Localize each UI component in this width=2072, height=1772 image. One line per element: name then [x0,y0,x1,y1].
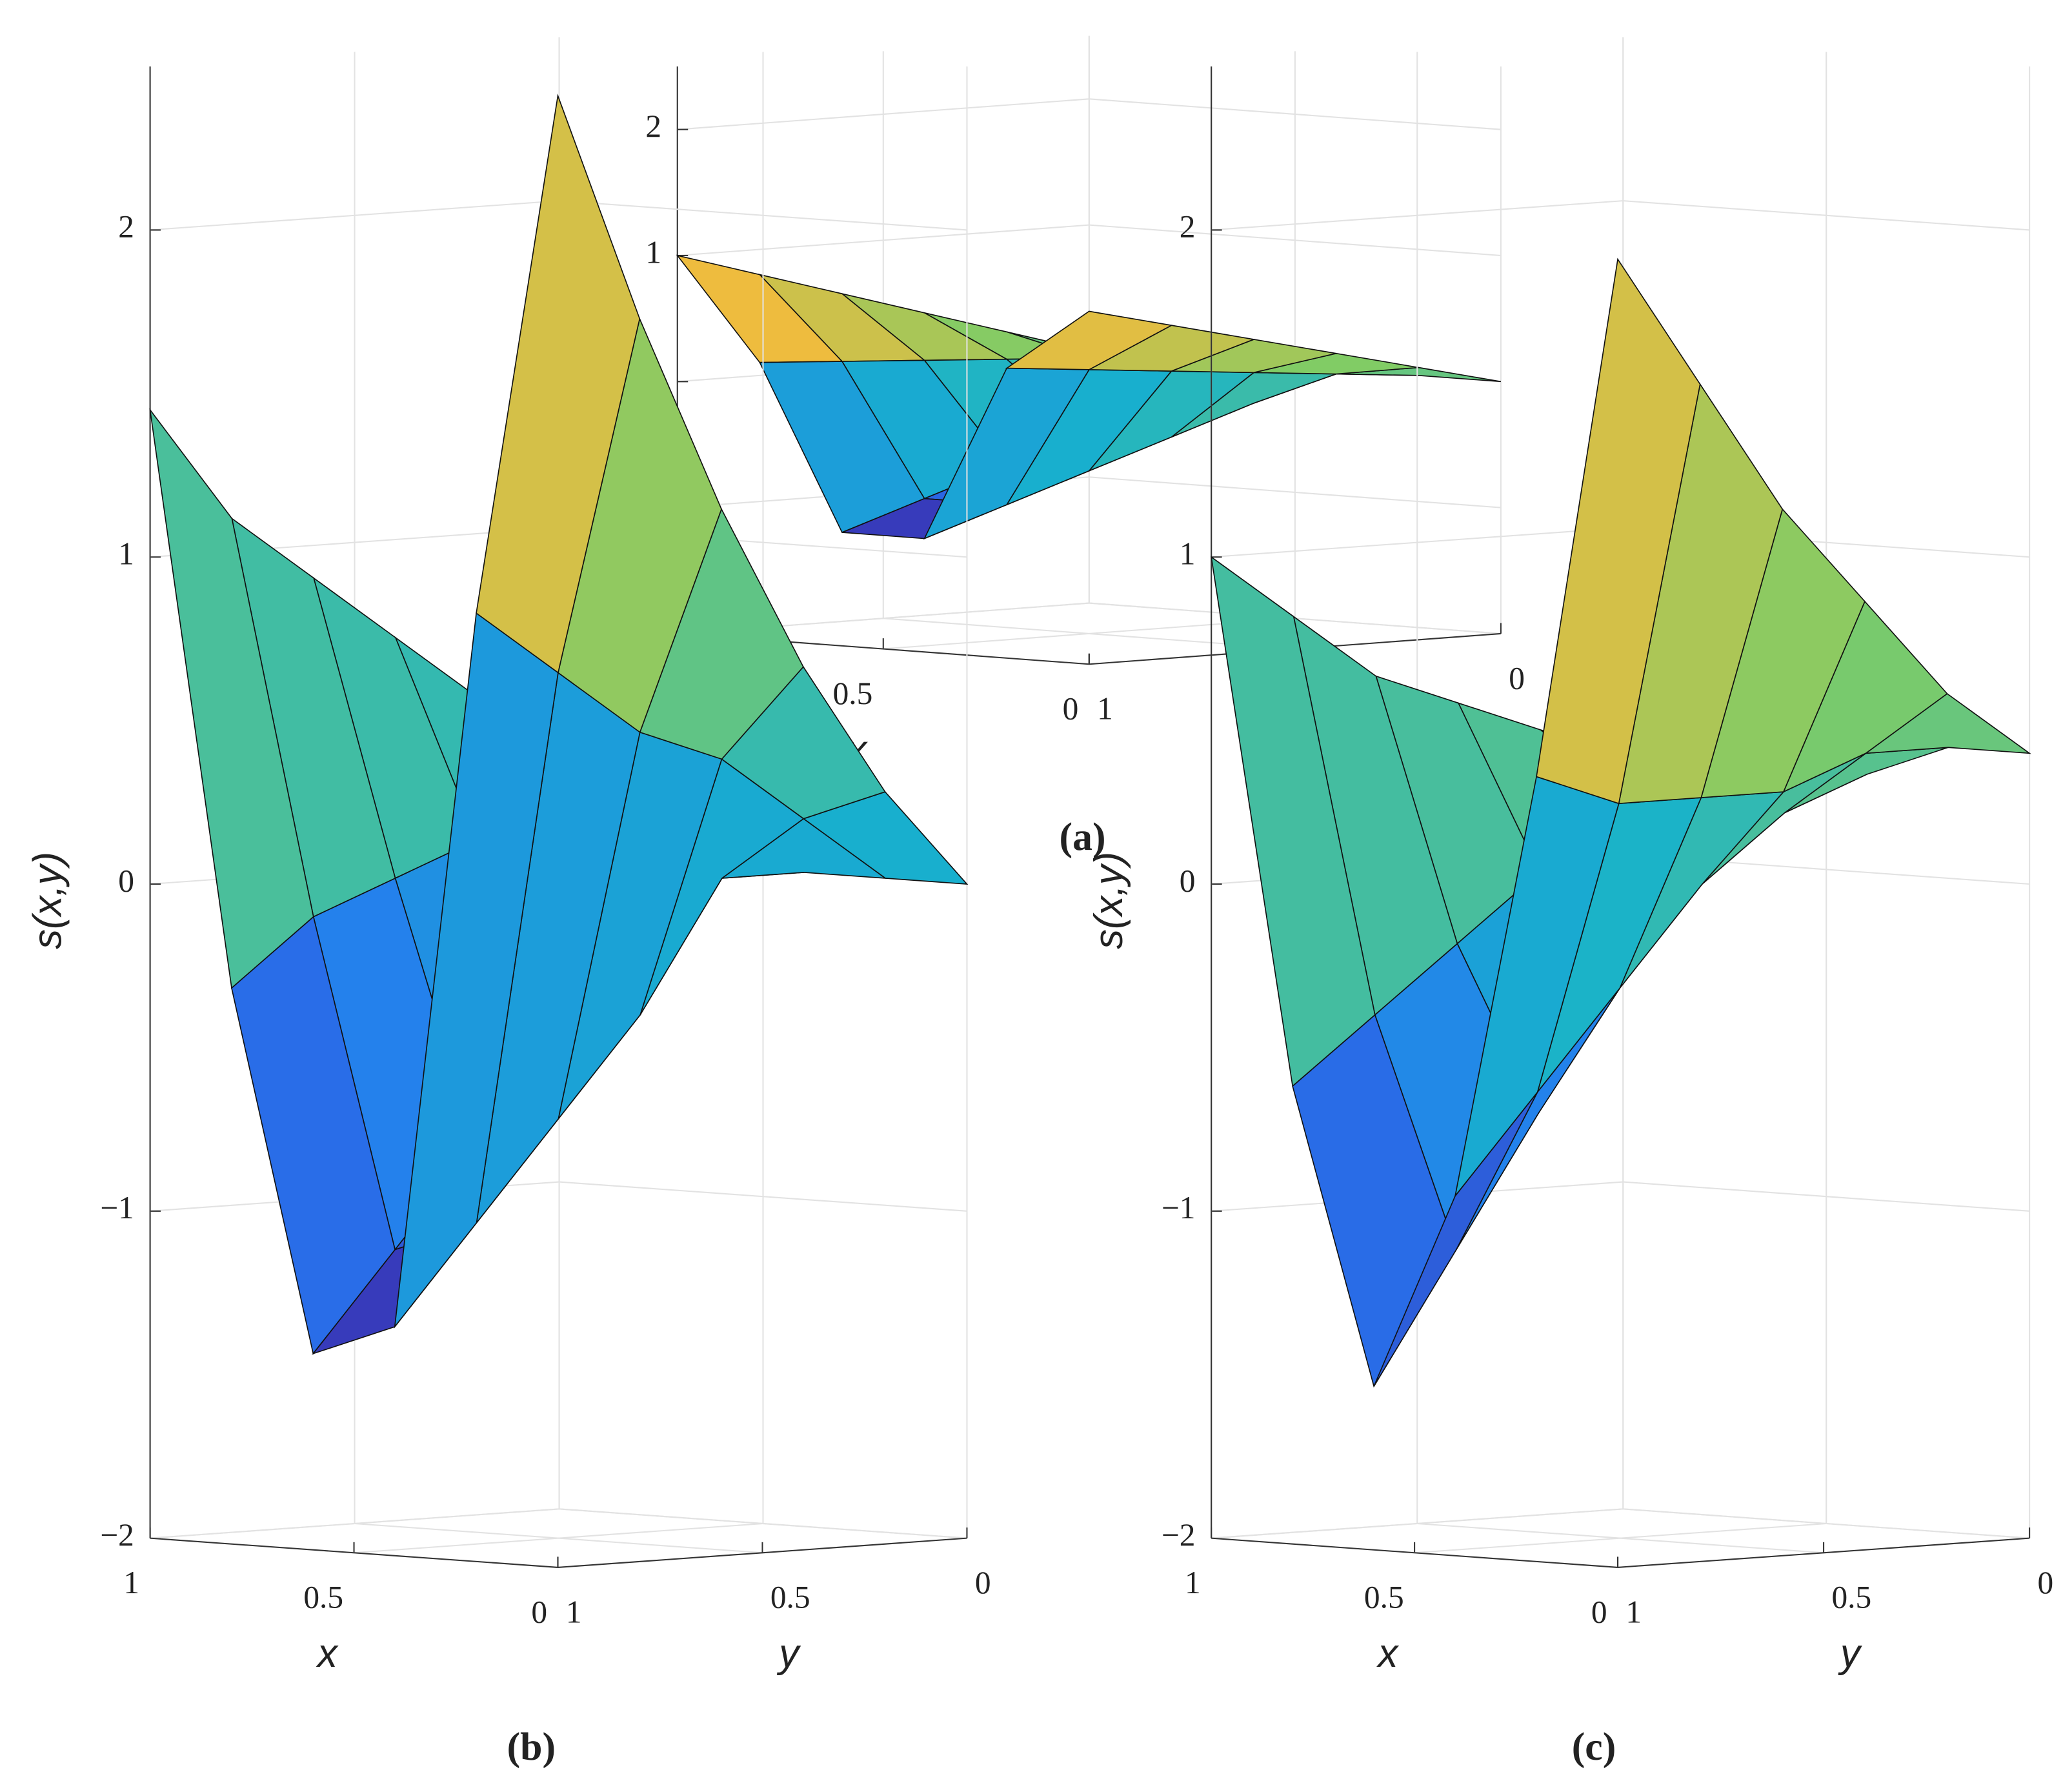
y-axis [558,1537,967,1568]
x-tick-label: 0 [531,1594,547,1629]
z-tick-label: 1 [1180,536,1196,572]
x-tick-label: 0.5 [833,676,873,711]
x-tick-label: 0 [1591,1594,1607,1629]
y-tick-label: 0 [2037,1565,2053,1600]
z-tick-label: −1 [100,1190,134,1225]
y-grid-line [1417,1522,1824,1554]
z-tick-label: −2 [100,1517,134,1553]
x-axis [150,1537,558,1568]
z-axis-label: s(x,y) [1087,852,1131,949]
x-tick-label: 1 [123,1565,139,1600]
y-tick-label: 0 [975,1565,991,1600]
x-axis-label: x [1376,1631,1400,1676]
x-axis-label: x [316,1631,339,1676]
caption: (c) [1572,1725,1616,1769]
caption: (a) [1060,815,1106,859]
y-tick-label: 0.5 [1831,1580,1871,1615]
y-axis-label: y [776,1631,801,1676]
z-axis-label: s(x,y) [26,852,70,949]
surface-patch [1005,310,1173,370]
z-tick-label: 2 [645,108,661,144]
caption: (b) [507,1725,556,1769]
surface-patch [1536,257,1701,805]
surface-patch [476,94,641,674]
z-tick-label: 0 [118,863,134,898]
x-tick-label: 0.5 [1364,1580,1404,1615]
y-tick-label: 1 [566,1594,582,1629]
y-grid-line [1623,1508,2030,1539]
z-tick-label: −1 [1162,1190,1196,1225]
z-tick-label: 1 [645,234,661,270]
z-tick-label: 2 [118,209,134,245]
y-tick-label: 1 [1625,1594,1642,1629]
y-axis-label: y [1838,1631,1862,1676]
y-tick-label: 1 [1097,691,1113,727]
x-tick-label: 1 [1185,1565,1201,1600]
x-tick-label: 0.5 [303,1580,343,1615]
y-tick-label: 0.5 [770,1580,810,1615]
y-grid-line [354,1522,763,1554]
z-tick-label: 1 [118,536,134,572]
y-grid-line [559,1508,967,1539]
z-tick-label: −2 [1162,1517,1196,1553]
y-axis [1617,1537,2030,1568]
z-tick-label: 2 [1180,209,1196,245]
z-tick-label: 0 [1180,863,1196,898]
x-tick-label: 0 [1063,691,1079,727]
x-axis [1211,1537,1618,1568]
y-tick-label: 0 [1509,660,1525,696]
